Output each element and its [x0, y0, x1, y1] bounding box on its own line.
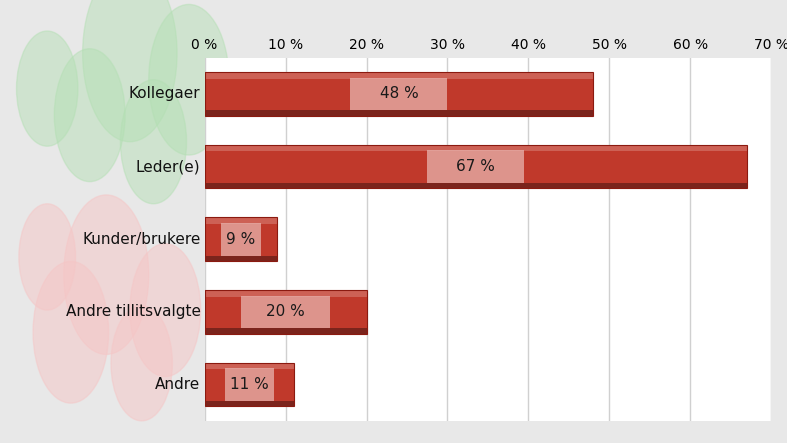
Text: 9 %: 9 % — [227, 232, 256, 247]
Bar — [205, 290, 367, 297]
FancyBboxPatch shape — [224, 368, 274, 401]
Bar — [205, 218, 278, 224]
FancyBboxPatch shape — [427, 150, 524, 183]
Text: 20 %: 20 % — [266, 304, 305, 319]
Circle shape — [130, 244, 201, 377]
Bar — [205, 290, 367, 328]
Bar — [205, 401, 294, 406]
Bar — [205, 218, 278, 261]
Text: Andre: Andre — [155, 377, 201, 392]
Bar — [205, 110, 593, 116]
Bar — [205, 183, 747, 188]
Bar — [205, 290, 367, 334]
Bar — [205, 328, 367, 334]
Circle shape — [54, 49, 125, 182]
Text: 48 %: 48 % — [379, 86, 418, 101]
Circle shape — [64, 195, 149, 354]
FancyBboxPatch shape — [350, 78, 448, 110]
FancyBboxPatch shape — [241, 295, 330, 328]
Bar — [205, 72, 593, 116]
Bar — [205, 145, 747, 183]
Bar — [205, 145, 747, 152]
Bar — [205, 72, 593, 79]
Circle shape — [19, 204, 76, 310]
Circle shape — [111, 306, 172, 421]
Bar — [205, 363, 294, 401]
Text: Kollegaer: Kollegaer — [129, 86, 201, 101]
Bar — [205, 218, 278, 256]
Bar — [205, 72, 593, 110]
Circle shape — [120, 80, 187, 204]
Circle shape — [83, 0, 177, 142]
Text: Leder(e): Leder(e) — [136, 159, 201, 174]
Bar — [205, 256, 278, 261]
Text: Andre tillitsvalgte: Andre tillitsvalgte — [65, 304, 201, 319]
FancyBboxPatch shape — [221, 223, 261, 256]
Bar — [205, 363, 294, 406]
Bar — [205, 363, 294, 369]
Text: 67 %: 67 % — [456, 159, 495, 174]
Bar — [205, 145, 747, 188]
Circle shape — [33, 261, 109, 403]
Text: Kunder/brukere: Kunder/brukere — [82, 232, 201, 247]
Text: 11 %: 11 % — [230, 377, 268, 392]
Circle shape — [149, 4, 229, 155]
Circle shape — [17, 31, 78, 146]
